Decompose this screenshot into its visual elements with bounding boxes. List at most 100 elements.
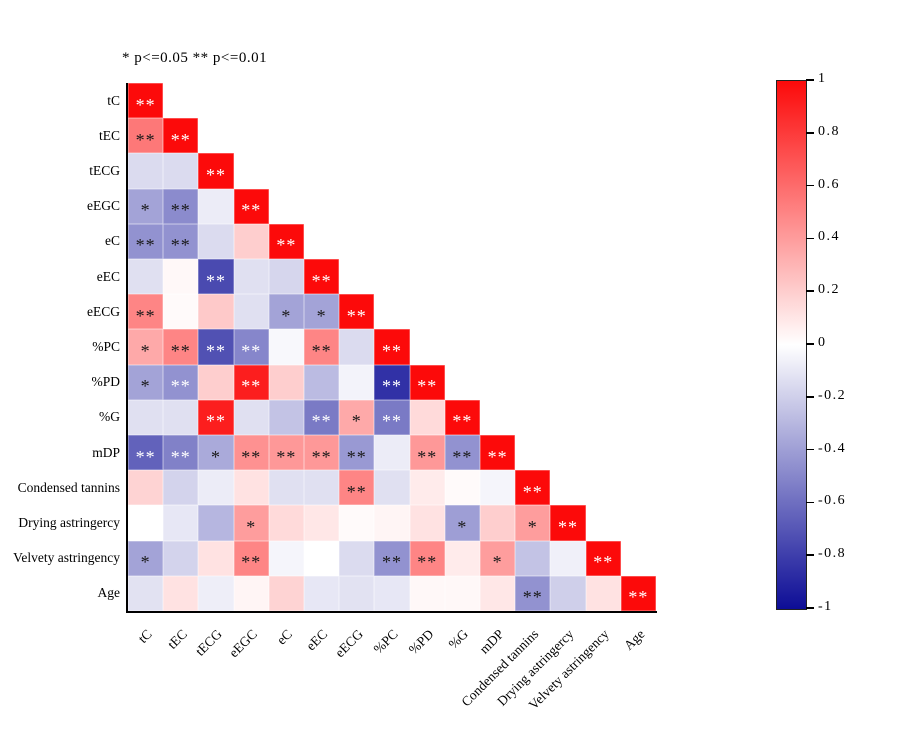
- matrix-cell: [198, 575, 234, 611]
- significance-stars: **: [522, 587, 543, 608]
- colorbar-tick-mark: [806, 343, 814, 345]
- matrix-cell: **: [409, 540, 445, 576]
- significance-stars: *: [246, 516, 257, 537]
- matrix-cell: **: [163, 188, 199, 224]
- matrix-cell: **: [128, 223, 164, 259]
- matrix-cell: [268, 540, 304, 576]
- x-axis-line: [126, 611, 657, 613]
- colorbar-tick-mark: [806, 132, 814, 134]
- significance-stars: **: [135, 129, 156, 150]
- significance-stars: **: [311, 446, 332, 467]
- matrix-cell: [163, 153, 199, 189]
- significance-stars: **: [135, 305, 156, 326]
- matrix-cell: **: [128, 83, 164, 119]
- significance-stars: *: [316, 305, 327, 326]
- colorbar-tick-label: 0.4: [818, 229, 840, 245]
- matrix-cell: **: [374, 364, 410, 400]
- matrix-cell: **: [163, 329, 199, 365]
- colorbar-tick-label: 1: [818, 71, 827, 86]
- row-label: tEC: [98, 127, 120, 143]
- significance-stars: *: [457, 516, 468, 537]
- matrix-cell: [128, 505, 164, 541]
- matrix-cell: [480, 505, 516, 541]
- matrix-cell: **: [233, 435, 269, 471]
- colorbar-tick-label: -0.6: [818, 493, 847, 509]
- significance-stars: *: [140, 340, 151, 361]
- significance-stars: *: [281, 305, 292, 326]
- matrix-cell: **: [163, 118, 199, 154]
- significance-stars: **: [170, 129, 191, 150]
- matrix-cell: [233, 294, 269, 330]
- significance-stars: **: [593, 552, 614, 573]
- matrix-cell: [198, 294, 234, 330]
- significance-stars: **: [170, 235, 191, 256]
- significance-stars: **: [135, 94, 156, 115]
- matrix-cell: [268, 364, 304, 400]
- significance-stars: **: [241, 200, 262, 221]
- row-label: eECG: [87, 303, 120, 319]
- matrix-cell: [198, 540, 234, 576]
- row-label: tC: [107, 92, 120, 108]
- matrix-cell: **: [550, 505, 586, 541]
- matrix-cell: [198, 188, 234, 224]
- matrix-cell: [374, 435, 410, 471]
- colorbar-tick-label: 0.8: [818, 123, 840, 139]
- significance-stars: **: [276, 446, 297, 467]
- matrix-cell: [268, 575, 304, 611]
- matrix-cell: **: [128, 435, 164, 471]
- matrix-cell: [304, 540, 340, 576]
- significance-stars: **: [381, 340, 402, 361]
- matrix-cell: [304, 364, 340, 400]
- colorbar-tick-mark: [806, 79, 814, 81]
- matrix-cell: *: [128, 188, 164, 224]
- significance-stars: **: [170, 446, 191, 467]
- matrix-cell: **: [444, 435, 480, 471]
- significance-stars: **: [170, 200, 191, 221]
- significance-stars: **: [346, 305, 367, 326]
- matrix-cell: *: [480, 540, 516, 576]
- colorbar-tick-label: 0: [818, 335, 827, 350]
- matrix-cell: **: [339, 470, 375, 506]
- matrix-cell: [163, 399, 199, 435]
- significance-stars: **: [205, 270, 226, 291]
- matrix-cell: **: [409, 364, 445, 400]
- colorbar-tick-label: -0.4: [818, 440, 847, 456]
- matrix-cell: [268, 259, 304, 295]
- matrix-cell: [128, 575, 164, 611]
- matrix-cell: **: [515, 470, 551, 506]
- significance-stars: **: [241, 340, 262, 361]
- matrix-cell: *: [128, 364, 164, 400]
- matrix-cell: [233, 223, 269, 259]
- matrix-cell: [444, 575, 480, 611]
- matrix-cell: [515, 540, 551, 576]
- matrix-cell: [480, 575, 516, 611]
- matrix-cell: **: [620, 575, 656, 611]
- matrix-cell: *: [268, 294, 304, 330]
- matrix-cell: [198, 505, 234, 541]
- row-label: %PC: [92, 339, 120, 354]
- matrix-cell: [339, 329, 375, 365]
- matrix-cell: [268, 470, 304, 506]
- matrix-cell: **: [198, 399, 234, 435]
- row-label: Drying astringercy: [18, 515, 120, 530]
- matrix-cell: **: [304, 259, 340, 295]
- matrix-cell: **: [163, 364, 199, 400]
- matrix-cell: **: [444, 399, 480, 435]
- significance-stars: *: [351, 411, 362, 432]
- matrix-cell: [128, 153, 164, 189]
- matrix-cell: **: [339, 435, 375, 471]
- matrix-cell: [374, 575, 410, 611]
- matrix-cell: **: [515, 575, 551, 611]
- matrix-cell: [409, 399, 445, 435]
- matrix-cell: **: [198, 259, 234, 295]
- significance-stars: **: [311, 270, 332, 291]
- matrix-cell: [304, 505, 340, 541]
- matrix-cell: [233, 575, 269, 611]
- colorbar-tick-mark: [806, 607, 814, 609]
- matrix-cell: [374, 470, 410, 506]
- significance-stars: **: [276, 235, 297, 256]
- significance-stars: **: [557, 516, 578, 537]
- matrix-cell: [339, 364, 375, 400]
- significance-stars: **: [522, 481, 543, 502]
- matrix-cell: **: [128, 118, 164, 154]
